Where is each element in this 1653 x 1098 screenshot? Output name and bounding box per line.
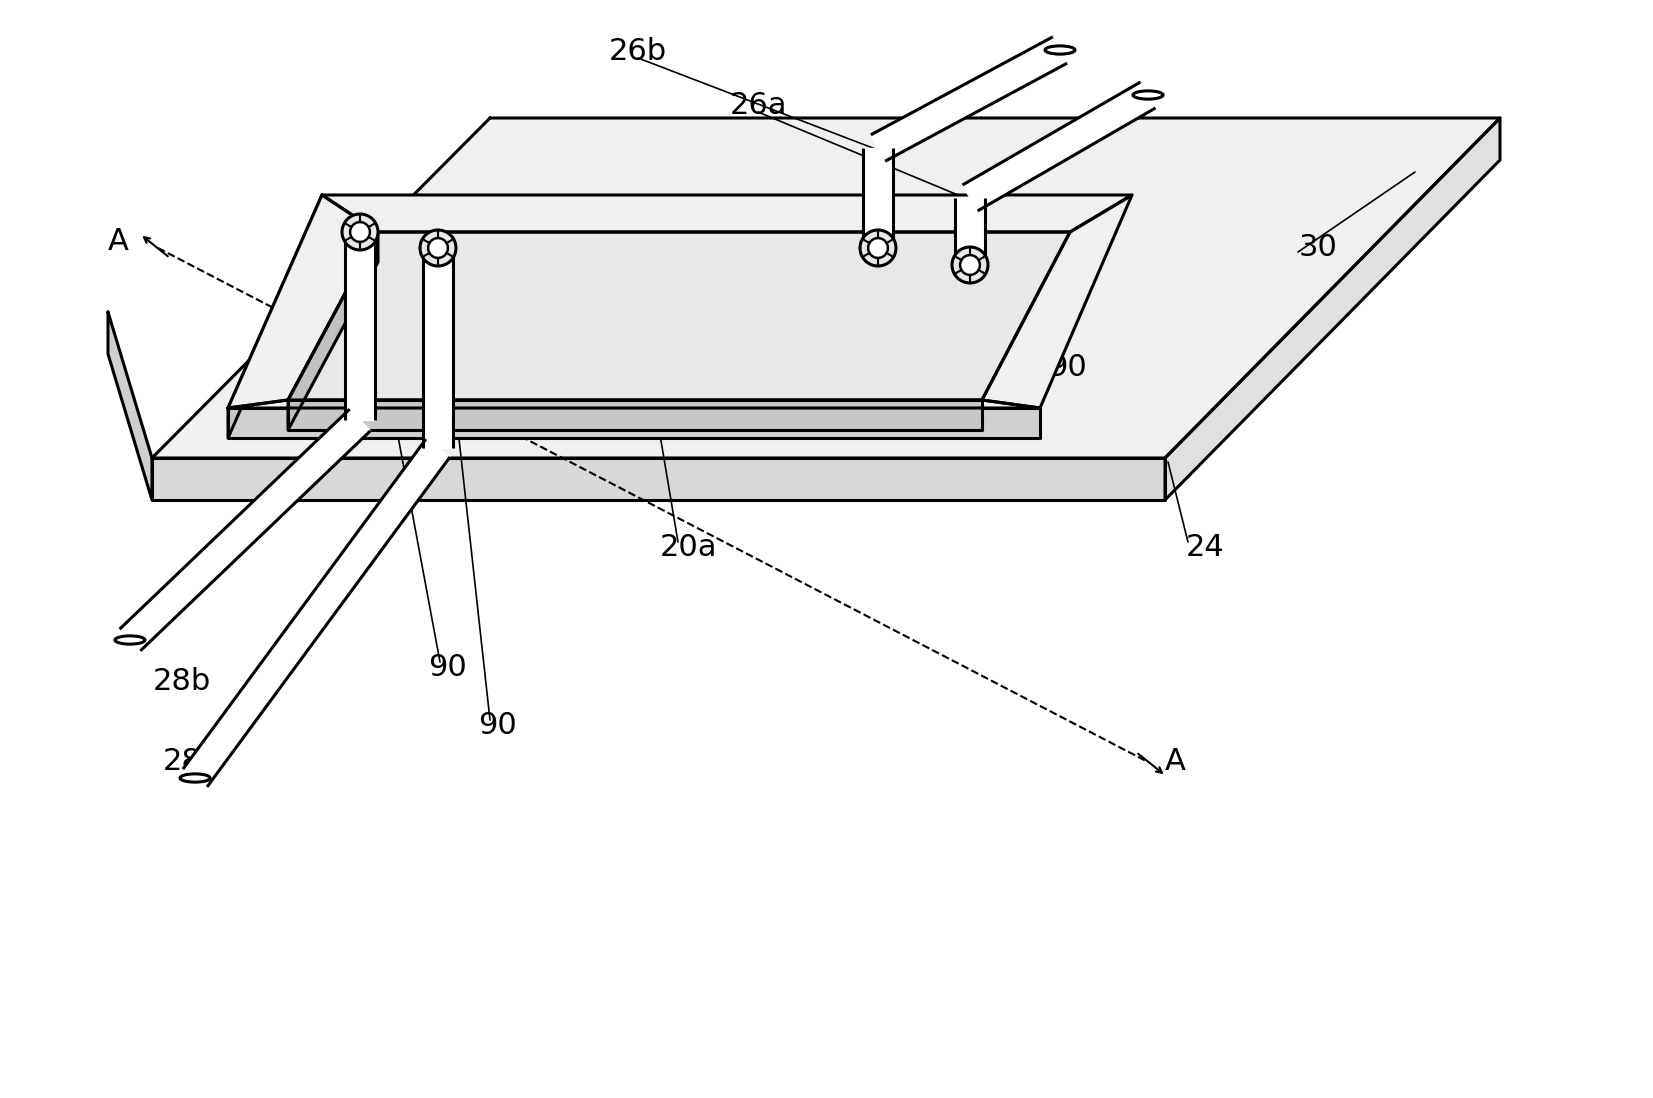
Polygon shape [288,232,379,430]
Polygon shape [152,458,1165,500]
Text: 26b: 26b [608,37,668,67]
Polygon shape [982,195,1132,408]
Text: 20a: 20a [660,534,717,562]
Ellipse shape [116,636,145,645]
Polygon shape [228,408,1040,438]
Polygon shape [152,117,1499,458]
Text: 90: 90 [479,710,517,739]
Circle shape [420,229,456,266]
Polygon shape [1165,117,1499,500]
Polygon shape [107,312,152,500]
Text: 90: 90 [1048,354,1088,382]
Ellipse shape [1045,46,1074,54]
Circle shape [952,247,988,283]
Polygon shape [228,400,1040,408]
Text: A: A [1165,748,1185,776]
Circle shape [960,255,980,274]
Text: 28b: 28b [152,668,212,696]
Circle shape [868,238,888,258]
Text: 90: 90 [428,653,468,683]
Polygon shape [871,37,1068,161]
Text: 24: 24 [1185,534,1225,562]
Polygon shape [228,195,322,438]
Polygon shape [322,195,1132,232]
Polygon shape [288,400,982,430]
Polygon shape [345,232,375,421]
Circle shape [428,238,448,258]
Text: 26a: 26a [729,90,787,120]
Polygon shape [228,195,379,408]
Polygon shape [288,232,1069,400]
Polygon shape [962,82,1155,211]
Ellipse shape [180,774,210,782]
Text: 30: 30 [1299,234,1337,262]
Text: 28a: 28a [164,748,222,776]
Polygon shape [863,148,893,248]
Polygon shape [955,198,985,265]
Polygon shape [183,439,450,787]
Circle shape [350,222,370,242]
Ellipse shape [1132,91,1164,99]
Text: A: A [107,227,129,257]
Circle shape [342,214,379,250]
Polygon shape [119,410,370,651]
Polygon shape [423,248,453,448]
Circle shape [860,229,896,266]
